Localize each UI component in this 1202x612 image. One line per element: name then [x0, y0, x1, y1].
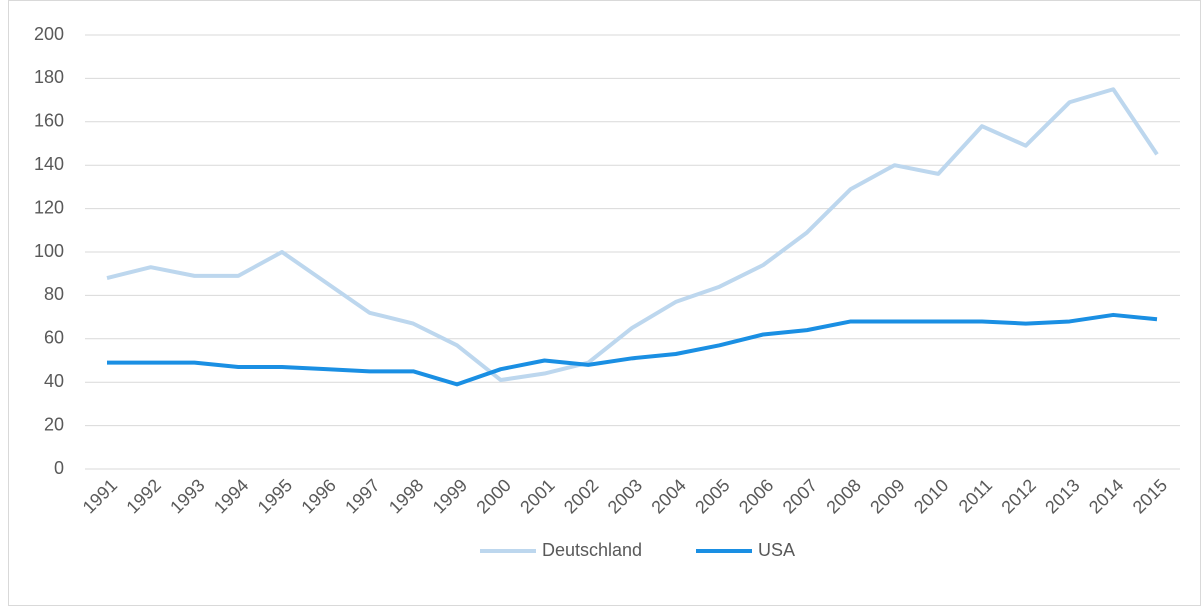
- x-tick-label: 2005: [691, 475, 733, 517]
- x-tick-label: 2015: [1129, 475, 1171, 517]
- x-tick-label: 1993: [166, 475, 208, 517]
- line-series: [107, 312, 1158, 387]
- x-tick-label: 2013: [1041, 475, 1083, 517]
- x-tick-label: 1991: [79, 475, 121, 517]
- x-tick-label: 2001: [516, 475, 558, 517]
- y-tick-label: 80: [44, 284, 64, 304]
- x-tick-label: 2004: [647, 475, 689, 517]
- y-tick-label: 200: [34, 24, 64, 44]
- x-tick-label: 2010: [910, 475, 952, 517]
- x-tick-label: 1998: [385, 475, 427, 517]
- y-tick-label: 20: [44, 414, 64, 434]
- x-tick-label: 2000: [472, 475, 514, 517]
- y-tick-label: 100: [34, 241, 64, 261]
- x-tick-label: 2007: [779, 475, 821, 517]
- y-tick-label: 0: [54, 458, 64, 478]
- x-tick-label: 1994: [210, 475, 252, 517]
- x-tick-label: 1997: [341, 475, 383, 517]
- x-tick-label: 2014: [1085, 475, 1127, 517]
- x-tick-label: 2009: [866, 475, 908, 517]
- y-tick-label: 120: [34, 197, 64, 217]
- x-tick-label: 2002: [560, 475, 602, 517]
- x-tick-label: 2011: [955, 475, 997, 517]
- x-tick-label: 2006: [735, 475, 777, 517]
- x-tick-label: 1995: [254, 475, 296, 517]
- x-tick-label: 2012: [997, 475, 1039, 517]
- line-series: [106, 87, 1159, 383]
- y-tick-label: 60: [44, 328, 64, 348]
- legend-label: Deutschland: [542, 540, 642, 560]
- x-tick-label: 2008: [822, 475, 864, 517]
- y-tick-label: 140: [34, 154, 64, 174]
- x-tick-label: 1999: [429, 475, 471, 517]
- x-tick-label: 2003: [604, 475, 646, 517]
- y-tick-label: 160: [34, 111, 64, 131]
- x-tick-label: 1996: [297, 475, 339, 517]
- chart-frame: [8, 0, 1201, 606]
- legend-label: USA: [758, 540, 795, 560]
- y-tick-label: 180: [34, 67, 64, 87]
- y-tick-label: 40: [44, 371, 64, 391]
- x-tick-label: 1992: [122, 475, 164, 517]
